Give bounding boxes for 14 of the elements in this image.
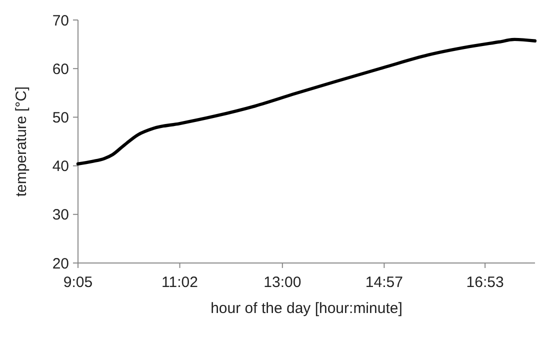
x-tick-label: 13:00 [264,274,302,291]
y-tick-label: 50 [52,109,69,126]
line-series [76,38,537,166]
y-tick-label: 60 [52,60,69,78]
y-axis-title: temperature [°C] [13,86,30,197]
y-tick-label: 30 [52,206,69,224]
x-tick-label: 16:53 [466,274,504,291]
x-tick-label: 9:05 [63,274,93,291]
x-tick-label: 14:57 [365,274,403,291]
y-tick-label: 40 [52,158,69,176]
y-tick-label: 70 [52,12,69,30]
x-tick-label: 11:02 [162,274,198,291]
x-axis-title: hour of the day [hour:minute] [210,300,402,317]
y-tick-label: 20 [52,255,69,272]
